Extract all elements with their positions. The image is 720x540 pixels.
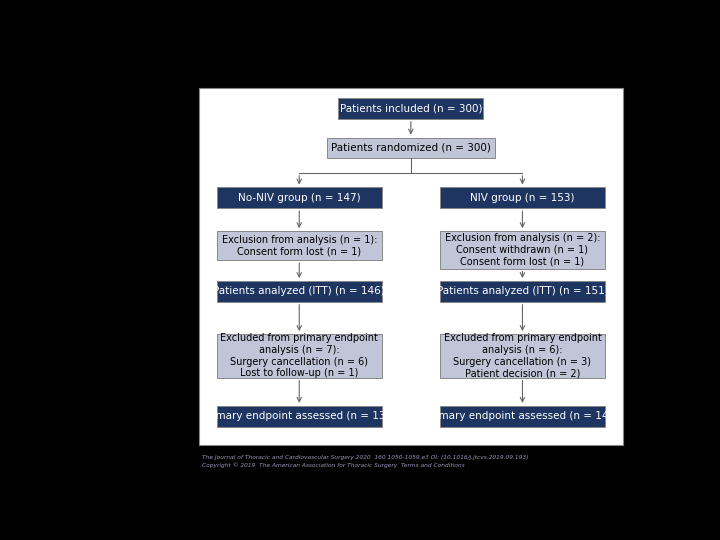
Text: Patients included (n = 300): Patients included (n = 300)	[340, 104, 482, 113]
Text: Figure 2: Figure 2	[383, 72, 438, 86]
Bar	[440, 406, 605, 427]
Text: NIV group (n = 153): NIV group (n = 153)	[470, 193, 575, 203]
Text: Patients randomized (n = 300): Patients randomized (n = 300)	[331, 143, 491, 153]
Bar	[338, 98, 483, 119]
Bar	[440, 334, 605, 377]
Text: Primary endpoint assessed (n = 139): Primary endpoint assessed (n = 139)	[202, 411, 396, 421]
Bar	[440, 281, 605, 302]
Bar	[327, 138, 495, 158]
Text: Primary endpoint assessed (n = 145): Primary endpoint assessed (n = 145)	[426, 411, 619, 421]
Bar	[199, 87, 623, 446]
Text: Excluded from primary endpoint
analysis (n = 6):
Surgery cancellation (n = 3)
Pa: Excluded from primary endpoint analysis …	[444, 334, 601, 378]
Bar	[217, 406, 382, 427]
Text: Patients analyzed (ITT) (n = 151): Patients analyzed (ITT) (n = 151)	[436, 286, 608, 296]
Bar	[217, 187, 382, 208]
Bar	[217, 334, 382, 377]
Text: No-NIV group (n = 147): No-NIV group (n = 147)	[238, 193, 361, 203]
Text: Exclusion from analysis (n = 1):
Consent form lost (n = 1): Exclusion from analysis (n = 1): Consent…	[222, 235, 377, 256]
Text: Copyright © 2019  The American Association for Thoracic Surgery  Terms and Condi: Copyright © 2019 The American Associatio…	[202, 462, 464, 468]
Bar	[217, 281, 382, 302]
Text: Patients analyzed (ITT) (n = 146): Patients analyzed (ITT) (n = 146)	[213, 286, 385, 296]
Bar	[440, 187, 605, 208]
Text: The Journal of Thoracic and Cardiovascular Surgery 2020  160 1050-1059.e3 OI: (1: The Journal of Thoracic and Cardiovascul…	[202, 455, 528, 460]
Bar	[440, 231, 605, 268]
Bar	[217, 231, 382, 260]
Text: Excluded from primary endpoint
analysis (n = 7):
Surgery cancellation (n = 6)
Lo: Excluded from primary endpoint analysis …	[220, 334, 378, 378]
Text: Exclusion from analysis (n = 2):
Consent withdrawn (n = 1)
Consent form lost (n : Exclusion from analysis (n = 2): Consent…	[445, 233, 600, 266]
